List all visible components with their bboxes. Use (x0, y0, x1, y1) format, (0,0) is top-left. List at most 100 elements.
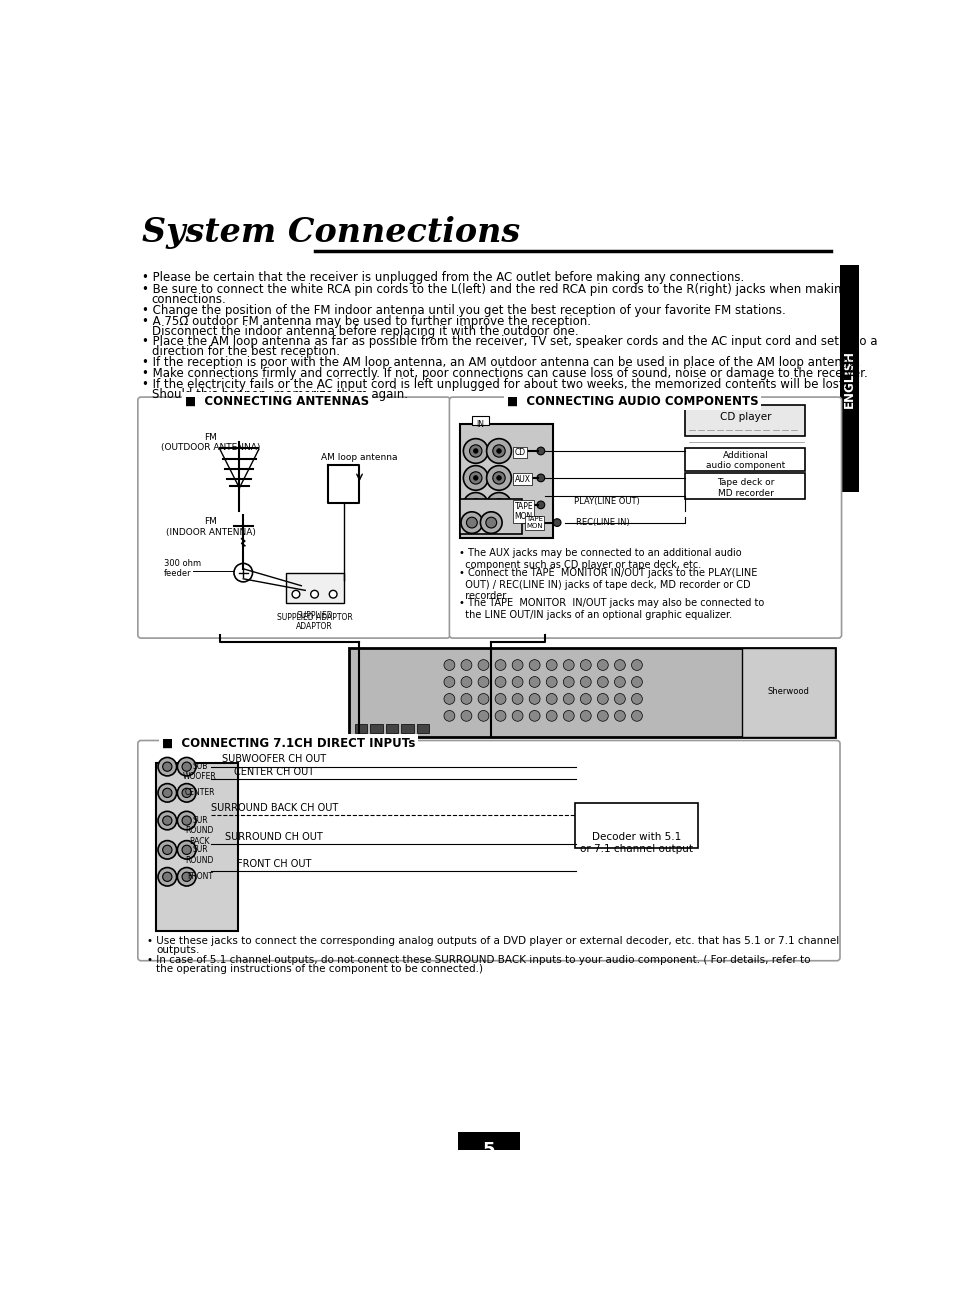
Text: • Make connections firmly and correctly. If not, poor connections can cause loss: • Make connections firmly and correctly.… (142, 367, 867, 380)
Circle shape (529, 660, 539, 670)
Text: outputs.: outputs. (156, 945, 199, 955)
Text: SUR
ROUND: SUR ROUND (186, 846, 213, 865)
Text: TAPE
MON: TAPE MON (525, 516, 542, 529)
FancyBboxPatch shape (137, 397, 450, 638)
Text: FRONT CH OUT: FRONT CH OUT (236, 859, 311, 869)
Circle shape (537, 501, 544, 508)
Circle shape (493, 499, 505, 511)
Circle shape (182, 872, 192, 881)
Text: SUB
WOOFER: SUB WOOFER (183, 762, 216, 782)
Bar (741, 648, 835, 737)
Circle shape (553, 519, 560, 527)
Text: Tape deck or
MD recorder: Tape deck or MD recorder (716, 478, 773, 498)
FancyBboxPatch shape (575, 802, 698, 848)
Bar (684, 473, 804, 499)
Text: CENTER CH OUT: CENTER CH OUT (233, 767, 314, 776)
Circle shape (631, 677, 641, 687)
Text: • Place the AM loop antenna as far as possible from the receiver, TV set, speake: • Place the AM loop antenna as far as po… (142, 336, 877, 349)
Text: CENTER: CENTER (185, 788, 214, 797)
Text: FM
(INDOOR ANTENNA): FM (INDOOR ANTENNA) (166, 518, 255, 537)
Text: • The AUX jacks may be connected to an additional audio
  component such as CD p: • The AUX jacks may be connected to an a… (458, 548, 740, 570)
Text: SUR
ROUND
BACK: SUR ROUND BACK (186, 816, 213, 846)
Circle shape (485, 518, 497, 528)
Circle shape (466, 518, 476, 528)
Circle shape (495, 694, 505, 704)
Text: Additional
audio component: Additional audio component (705, 451, 784, 471)
Circle shape (311, 591, 318, 599)
Circle shape (512, 677, 522, 687)
Text: SURROUND BACK CH OUT: SURROUND BACK CH OUT (211, 802, 337, 813)
Bar (457, 1132, 519, 1150)
Circle shape (495, 660, 505, 670)
Circle shape (529, 677, 539, 687)
Bar (355, 724, 367, 733)
Circle shape (546, 711, 557, 721)
Circle shape (546, 660, 557, 670)
Circle shape (562, 711, 574, 721)
Circle shape (162, 872, 172, 881)
Circle shape (469, 472, 481, 484)
Text: TAPE
MON: TAPE MON (514, 502, 533, 521)
Circle shape (486, 465, 511, 490)
Text: • The TAPE  MONITOR  IN/OUT jacks may also be connected to
  the LINE OUT/IN jac: • The TAPE MONITOR IN/OUT jacks may also… (458, 599, 763, 620)
Circle shape (477, 711, 488, 721)
Circle shape (460, 660, 472, 670)
Circle shape (493, 472, 505, 484)
Bar (840, 264, 858, 491)
Circle shape (443, 711, 455, 721)
Circle shape (614, 694, 624, 704)
FancyBboxPatch shape (137, 741, 840, 961)
Text: REC(LINE IN): REC(LINE IN) (576, 518, 630, 527)
Circle shape (473, 448, 477, 454)
Bar (459, 499, 521, 535)
Circle shape (177, 868, 195, 886)
Text: • If the reception is poor with the AM loop antenna, an AM outdoor antenna can b: • If the reception is poor with the AM l… (142, 357, 860, 370)
Circle shape (546, 677, 557, 687)
Text: CD: CD (514, 448, 525, 457)
Text: FM
(OUTDOOR ANTENNA): FM (OUTDOOR ANTENNA) (161, 433, 260, 452)
Circle shape (463, 439, 488, 463)
Circle shape (158, 784, 176, 802)
Text: AM loop antenna: AM loop antenna (321, 452, 397, 461)
Circle shape (546, 694, 557, 704)
Text: connections.: connections. (152, 293, 226, 306)
Text: Disconnect the indoor antenna before replacing it with the outdoor one.: Disconnect the indoor antenna before rep… (152, 324, 578, 337)
Circle shape (463, 465, 488, 490)
Circle shape (631, 660, 641, 670)
Circle shape (469, 499, 481, 511)
Circle shape (480, 512, 501, 533)
Text: • Change the position of the FM indoor antenna until you get the best reception : • Change the position of the FM indoor a… (142, 305, 785, 316)
Circle shape (162, 846, 172, 855)
Circle shape (463, 493, 488, 518)
Circle shape (460, 694, 472, 704)
Circle shape (460, 512, 482, 533)
Circle shape (562, 677, 574, 687)
Circle shape (512, 660, 522, 670)
Text: SUPPLIED ADAPTOR: SUPPLIED ADAPTOR (276, 613, 352, 622)
FancyBboxPatch shape (449, 397, 841, 638)
Text: PLAY(LINE OUT): PLAY(LINE OUT) (574, 497, 639, 506)
Circle shape (493, 444, 505, 457)
Circle shape (158, 868, 176, 886)
Circle shape (443, 694, 455, 704)
Circle shape (537, 447, 544, 455)
Circle shape (614, 660, 624, 670)
Circle shape (562, 694, 574, 704)
Circle shape (597, 677, 608, 687)
Circle shape (497, 448, 500, 454)
Circle shape (182, 762, 192, 771)
Text: FRONT: FRONT (187, 872, 213, 881)
Bar (416, 724, 429, 733)
Bar (684, 448, 804, 471)
Circle shape (597, 660, 608, 670)
Circle shape (162, 762, 172, 771)
Text: CD player: CD player (719, 413, 770, 422)
Circle shape (512, 711, 522, 721)
Circle shape (614, 711, 624, 721)
Circle shape (158, 758, 176, 776)
Text: Should this happen, memorize them again.: Should this happen, memorize them again. (152, 388, 407, 401)
Circle shape (473, 503, 477, 507)
Text: ■  CONNECTING ANTENNAS: ■ CONNECTING ANTENNAS (185, 395, 369, 408)
Circle shape (443, 660, 455, 670)
Circle shape (182, 788, 192, 797)
